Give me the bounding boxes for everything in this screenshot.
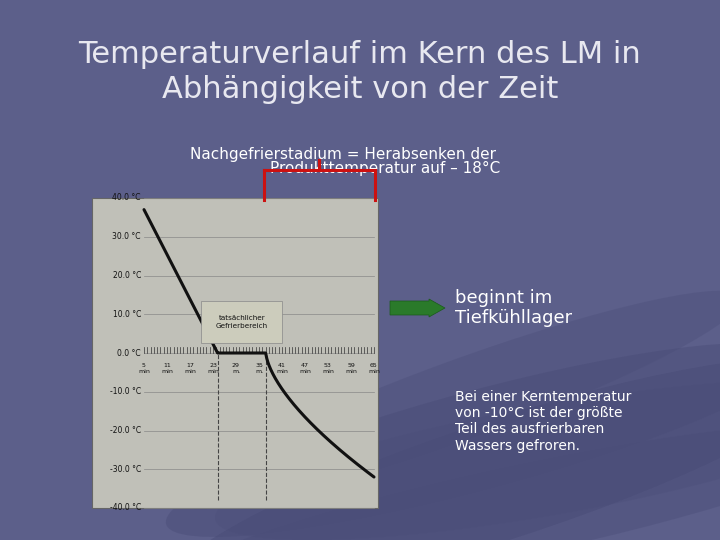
Text: 59
min: 59 min <box>345 363 357 374</box>
Text: -10.0 °C: -10.0 °C <box>110 387 141 396</box>
Text: Abhängigkeit von der Zeit: Abhängigkeit von der Zeit <box>162 75 558 104</box>
Text: 20.0 °C: 20.0 °C <box>112 271 141 280</box>
Text: 40.0 °C: 40.0 °C <box>112 193 141 202</box>
Text: 17
min: 17 min <box>184 363 196 374</box>
Text: 35
m.: 35 m. <box>255 363 263 374</box>
Ellipse shape <box>166 357 720 540</box>
Text: -30.0 °C: -30.0 °C <box>109 465 141 474</box>
Text: 53
min: 53 min <box>322 363 334 374</box>
Text: beginnt im
Tiefkühllager: beginnt im Tiefkühllager <box>455 288 572 327</box>
Text: Nachgefrierstadium = Herabsenken der: Nachgefrierstadium = Herabsenken der <box>190 147 496 162</box>
Text: 0.0 °C: 0.0 °C <box>117 348 141 357</box>
Text: -20.0 °C: -20.0 °C <box>110 426 141 435</box>
Text: -40.0 °C: -40.0 °C <box>109 503 141 512</box>
Text: 5
min: 5 min <box>138 363 150 374</box>
Text: 41
min: 41 min <box>276 363 288 374</box>
Text: Bei einer Kerntemperatur
von -10°C ist der größte
Teil des ausfrierbaren
Wassers: Bei einer Kerntemperatur von -10°C ist d… <box>455 390 631 453</box>
Text: Temperaturverlauf im Kern des LM in: Temperaturverlauf im Kern des LM in <box>78 40 642 69</box>
FancyArrow shape <box>390 299 445 317</box>
Text: 10.0 °C: 10.0 °C <box>112 310 141 319</box>
Ellipse shape <box>178 291 720 509</box>
Text: tatsächlicher
Gefrierbereich: tatsächlicher Gefrierbereich <box>216 315 268 328</box>
Text: Produkttemperatur auf – 18°C: Produkttemperatur auf – 18°C <box>270 161 500 176</box>
Text: 11
min: 11 min <box>161 363 173 374</box>
Text: 30.0 °C: 30.0 °C <box>112 232 141 241</box>
Ellipse shape <box>168 423 720 540</box>
Text: 29
m.: 29 m. <box>232 363 240 374</box>
Text: 65
min: 65 min <box>368 363 380 374</box>
Ellipse shape <box>166 343 720 537</box>
Bar <box>92 198 378 508</box>
Text: 23
min: 23 min <box>207 363 219 374</box>
Text: 47
min: 47 min <box>299 363 311 374</box>
Ellipse shape <box>215 380 720 540</box>
